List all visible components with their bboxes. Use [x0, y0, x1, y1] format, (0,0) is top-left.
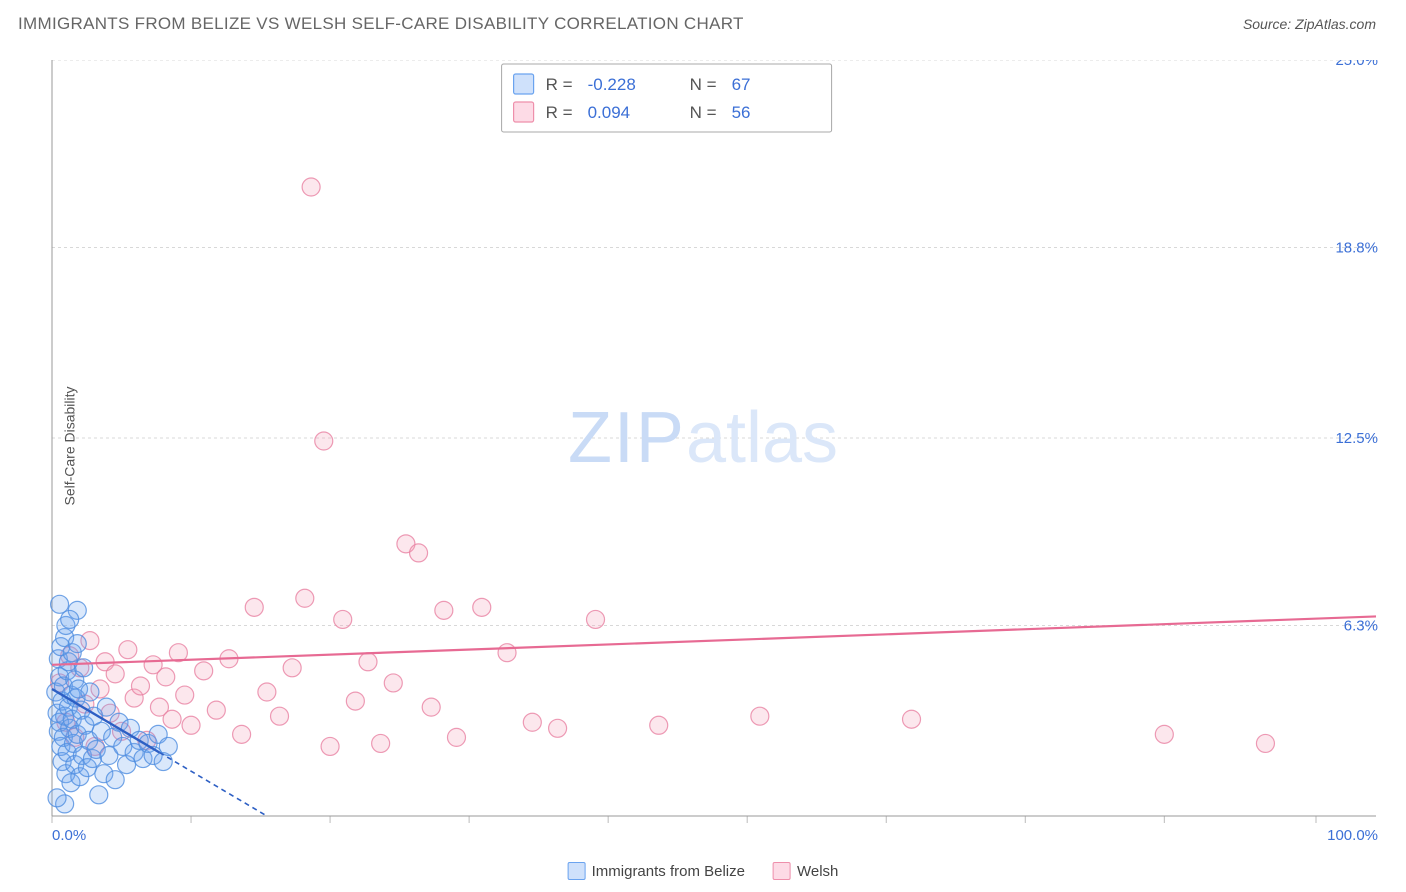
- svg-text:100.0%: 100.0%: [1327, 827, 1378, 844]
- legend-item-pink: Welsh: [773, 862, 838, 880]
- source-attribution: Source: ZipAtlas.com: [1243, 16, 1376, 32]
- legend-item-blue: Immigrants from Belize: [568, 862, 745, 880]
- svg-text:N =: N =: [690, 75, 717, 94]
- svg-text:67: 67: [732, 75, 751, 94]
- y-axis-label: Self-Care Disability: [62, 386, 78, 505]
- svg-text:6.3%: 6.3%: [1344, 617, 1378, 634]
- legend-swatch-blue: [568, 862, 586, 880]
- chart-area: 6.3% 12.5% 18.8% 25.0% 0.0% 100.0% R = -0.228 N …: [46, 60, 1386, 850]
- scatter-plot-svg: 6.3% 12.5% 18.8% 25.0% 0.0% 100.0% R = -0.228 N …: [46, 60, 1386, 850]
- bottom-legend: Immigrants from Belize Welsh: [568, 862, 839, 880]
- svg-text:-0.228: -0.228: [588, 75, 636, 94]
- svg-text:56: 56: [732, 103, 751, 122]
- svg-text:N =: N =: [690, 103, 717, 122]
- source-label: Source:: [1243, 16, 1295, 32]
- svg-text:0.094: 0.094: [588, 103, 631, 122]
- svg-text:25.0%: 25.0%: [1335, 60, 1378, 69]
- svg-text:R =: R =: [546, 75, 573, 94]
- chart-header: IMMIGRANTS FROM BELIZE VS WELSH SELF-CAR…: [0, 0, 1406, 44]
- svg-text:R =: R =: [546, 103, 573, 122]
- legend-swatch-pink: [773, 862, 791, 880]
- svg-text:12.5%: 12.5%: [1335, 430, 1378, 447]
- svg-text:0.0%: 0.0%: [52, 827, 86, 844]
- svg-text:18.8%: 18.8%: [1335, 239, 1378, 256]
- legend-label-pink: Welsh: [797, 863, 838, 880]
- legend-label-blue: Immigrants from Belize: [592, 863, 745, 880]
- source-name: ZipAtlas.com: [1295, 16, 1376, 32]
- chart-title: IMMIGRANTS FROM BELIZE VS WELSH SELF-CAR…: [18, 14, 744, 34]
